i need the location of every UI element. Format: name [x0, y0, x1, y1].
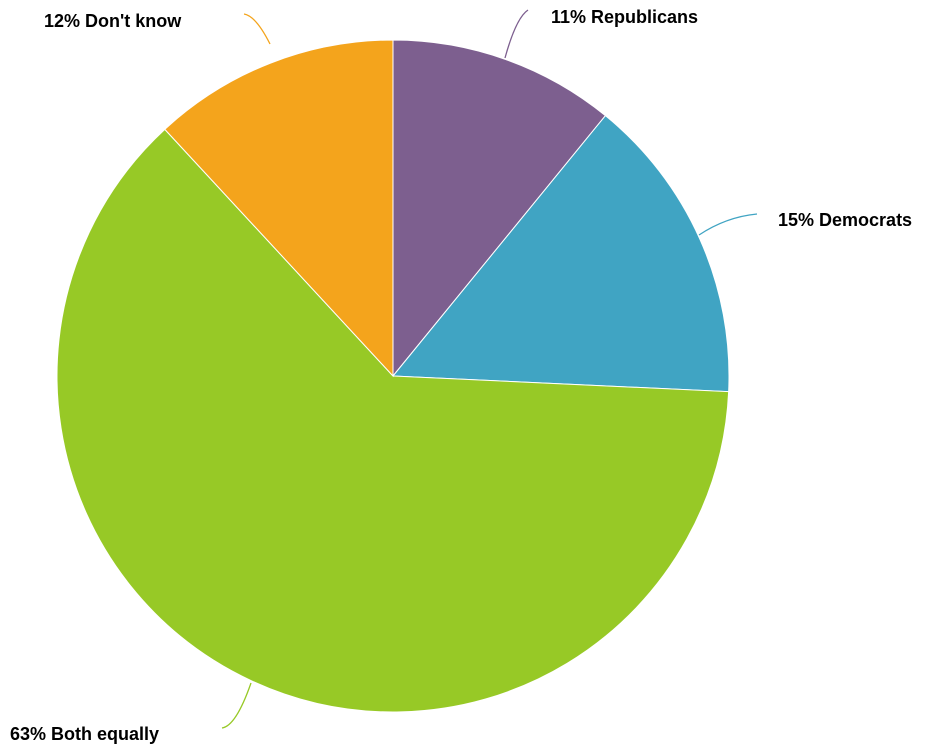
- leader-line-democrats: [698, 213, 758, 236]
- pie-slices: [56, 39, 730, 713]
- slice-labels: 11% Republicans 15% Democrats 63% Both e…: [10, 7, 912, 744]
- leader-line-don-t-know: [243, 13, 271, 45]
- leader-line-both-equally: [221, 682, 252, 729]
- leader-lines: [221, 9, 758, 729]
- pie-slice-democrats: [391, 114, 730, 393]
- pie-slice-republicans: [392, 39, 607, 378]
- slice-label-both-equally: 63% Both equally: [10, 724, 159, 744]
- slice-label-republicans: 11% Republicans: [551, 7, 698, 27]
- slice-label-dont-know: 12% Don't know: [44, 11, 182, 31]
- leader-line-republicans: [504, 9, 529, 59]
- slice-label-democrats: 15% Democrats: [778, 210, 912, 230]
- pie-slice-don-t-know: [164, 39, 394, 378]
- pie-slice-both-equally: [56, 128, 730, 713]
